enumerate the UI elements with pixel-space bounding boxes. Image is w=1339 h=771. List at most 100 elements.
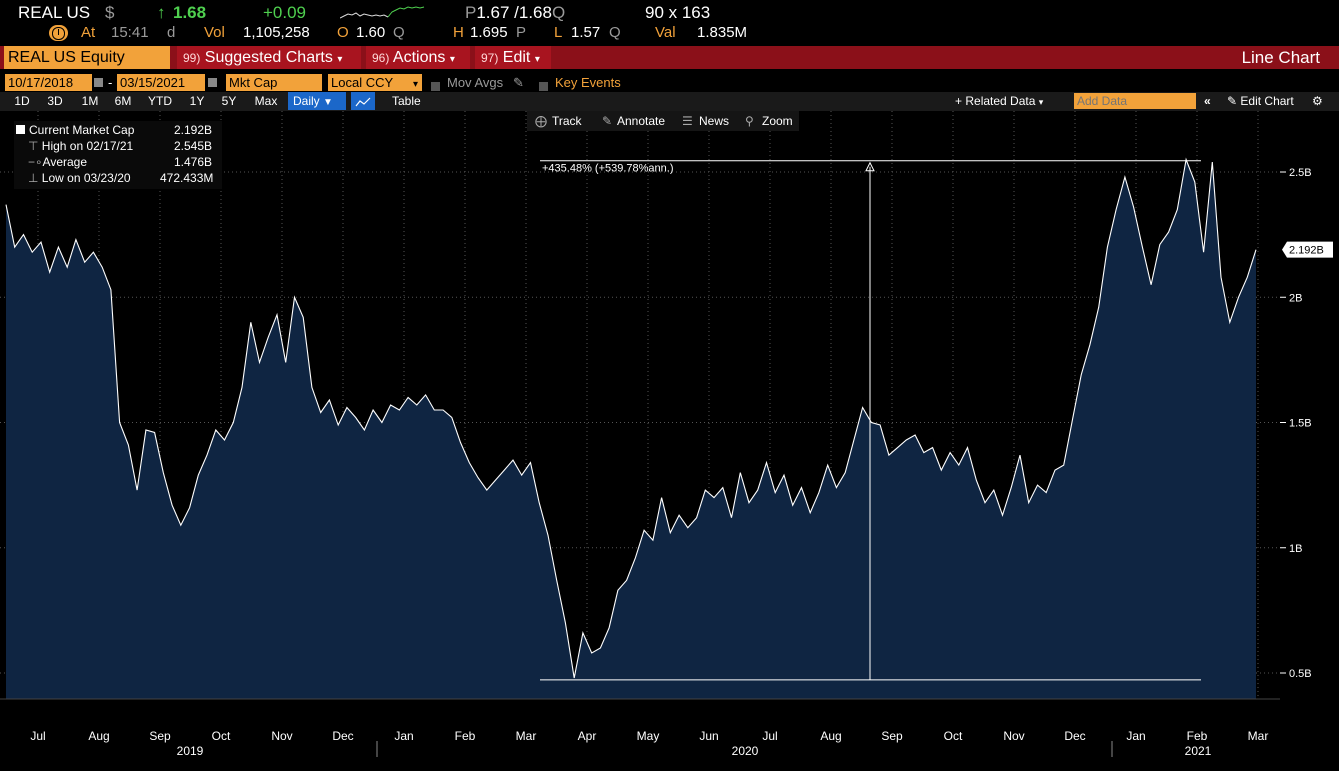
crosshair-icon[interactable]: ⨁ — [535, 114, 547, 128]
x-tick-label: Sep — [881, 729, 903, 743]
chevron-down-icon: ▼ — [323, 97, 333, 108]
frequency-selector[interactable]: Daily ▼ — [288, 92, 346, 110]
edit-chart-label: Edit Chart — [1240, 94, 1294, 108]
y-tick-label: 1B — [1289, 543, 1302, 555]
ticker-symbol[interactable]: REAL US — [18, 3, 91, 22]
plus-icon: + — [955, 94, 963, 108]
period-1y[interactable]: 1Y — [189, 94, 205, 108]
bid-ask-label: P — [465, 3, 477, 22]
period-ytd[interactable]: YTD — [148, 94, 172, 108]
period-1m[interactable]: 1M — [81, 94, 99, 108]
high-label: H — [453, 24, 464, 41]
pencil-icon[interactable]: ✎ — [602, 114, 613, 128]
currency-symbol: $ — [105, 3, 115, 22]
legend-label: Average — [42, 155, 88, 169]
calendar-icon[interactable] — [94, 78, 103, 87]
x-tick-label: Jan — [1126, 729, 1145, 743]
chevron-down-icon: ▾ — [449, 54, 455, 65]
high-value: 1.695 — [470, 24, 508, 41]
y-tick-label: 1.5B — [1289, 418, 1312, 430]
sparkline — [340, 6, 425, 19]
chevron-down-icon: ▾ — [1038, 97, 1044, 107]
x-tick-label: Aug — [88, 729, 109, 743]
up-arrow-icon: ↑ — [157, 3, 166, 22]
y-tick-label: 2.5B — [1289, 167, 1312, 179]
currency-selector[interactable]: Local CCY — [328, 74, 422, 91]
legend-row-low: ⊥ Low on 03/23/20 — [28, 171, 131, 186]
x-tick-label: Dec — [1064, 729, 1085, 743]
x-tick-label: Jun — [699, 729, 718, 743]
field-selector[interactable]: Mkt Cap — [226, 74, 322, 91]
actions-label: Actions — [392, 49, 446, 66]
security-field[interactable]: REAL US Equity — [4, 46, 170, 69]
low-label: L — [554, 24, 563, 41]
add-data-input[interactable] — [1074, 93, 1196, 109]
suggested-charts-button[interactable]: 99) Suggested Charts ▾ — [177, 46, 361, 69]
edit-number: 97) — [481, 51, 499, 65]
mov-avgs-checkbox[interactable] — [431, 78, 440, 96]
arrow-head-icon — [865, 161, 875, 172]
table-button[interactable]: Table — [392, 94, 421, 108]
clock-icon[interactable] — [49, 25, 68, 41]
open-suffix: Q — [393, 24, 405, 41]
period-5y[interactable]: 5Y — [221, 94, 237, 108]
legend-label: Low on 03/23/20 — [41, 171, 131, 185]
x-tick-label: May — [637, 729, 660, 743]
collapse-double-chevron-icon[interactable]: « — [1204, 94, 1211, 108]
legend-value: 2.545B — [174, 139, 213, 153]
period-6m[interactable]: 6M — [114, 94, 132, 108]
legend-value: 2.192B — [174, 123, 213, 137]
open-label: O — [337, 24, 349, 41]
actions-button[interactable]: 96) Actions ▾ — [366, 46, 470, 69]
gear-icon[interactable]: ⚙ — [1312, 94, 1323, 108]
series-swatch-icon — [16, 125, 25, 134]
zoom-icon[interactable]: ⚲ — [745, 114, 754, 128]
x-tick-label: Oct — [944, 729, 963, 743]
date-separator: - — [108, 75, 113, 90]
average-marker-icon: −∘ — [28, 155, 43, 169]
period-3d[interactable]: 3D — [47, 94, 63, 108]
x-tick-label: Apr — [578, 729, 597, 743]
x-year-label: 2019 — [177, 744, 204, 758]
low-suffix: Q — [609, 24, 621, 41]
price-change: +0.09 — [263, 3, 307, 22]
x-year-label: 2021 — [1185, 744, 1212, 758]
zoom-tool[interactable]: Zoom — [762, 114, 793, 128]
quote-time: 15:41 — [111, 24, 149, 41]
market-cap-chart[interactable]: +435.48% (+539.78%ann.) 0.5B 1B 1.5B 2B 2.5B 2… — [0, 111, 1339, 771]
bid-ask-size: 90 x 163 — [645, 3, 711, 22]
line-chart-icon[interactable] — [351, 92, 375, 110]
news-icon[interactable]: ☰ — [682, 114, 693, 128]
legend-row-current: Current Market Cap — [16, 123, 134, 138]
track-tool[interactable]: Track — [552, 114, 582, 128]
key-events-checkbox[interactable] — [539, 78, 548, 96]
chevron-down-icon: ▾ — [534, 54, 540, 65]
legend-label: Current Market Cap — [29, 123, 135, 137]
pencil-icon[interactable]: ✎ — [513, 75, 524, 90]
suggested-charts-number: 99) — [183, 51, 201, 65]
x-tick-label: Dec — [332, 729, 353, 743]
calendar-icon[interactable] — [208, 78, 217, 87]
actions-number: 96) — [372, 51, 390, 65]
period-1d[interactable]: 1D — [14, 94, 30, 108]
series-line — [5, 157, 1257, 679]
x-tick-label: Jul — [30, 729, 45, 743]
last-value-label: 2.192B — [1289, 245, 1324, 257]
x-tick-label: Jul — [762, 729, 777, 743]
sparkline-white-segment — [340, 12, 389, 19]
y-axis-panel — [1280, 111, 1339, 771]
end-date-field[interactable]: 03/15/2021 — [117, 74, 205, 91]
sparkline-green-segment — [387, 6, 425, 18]
period-max[interactable]: Max — [254, 94, 278, 108]
last-value-tag — [1282, 241, 1333, 258]
news-tool[interactable]: News — [699, 114, 730, 128]
legend-row-average: −∘Average — [28, 155, 87, 170]
edit-button[interactable]: 97) Edit ▾ — [475, 46, 551, 69]
x-year-label: 2020 — [732, 744, 759, 758]
chevron-down-icon[interactable]: ▾ — [413, 79, 419, 90]
quote-time-suffix: d — [167, 24, 176, 41]
edit-chart-button[interactable]: ✎ Edit Chart — [1227, 92, 1294, 110]
related-data-button[interactable]: + Related Data ▾ — [955, 92, 1043, 110]
start-date-field[interactable]: 10/17/2018 — [5, 74, 92, 91]
annotate-tool[interactable]: Annotate — [617, 114, 666, 128]
